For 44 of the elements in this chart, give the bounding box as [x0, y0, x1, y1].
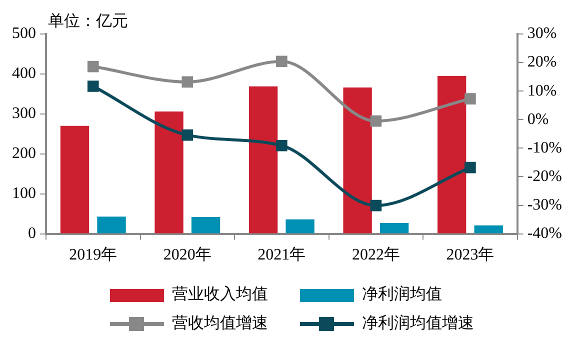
legend-label: 净利润均值 [362, 284, 442, 305]
x-tick-label: 2022年 [352, 246, 400, 264]
y-tick-label: 0 [28, 225, 36, 242]
bar [380, 223, 409, 234]
point [182, 76, 194, 88]
bar [474, 225, 503, 234]
y2-tick-label: -40% [527, 225, 562, 242]
x-tick-label: 2019年 [69, 246, 118, 264]
bar [286, 219, 314, 234]
point [87, 60, 99, 72]
y2-tick-label: 20% [527, 54, 557, 71]
point [87, 80, 99, 92]
y2-tick-label: -30% [527, 196, 562, 214]
point [370, 115, 382, 127]
y-tick-label: 400 [12, 65, 36, 82]
bar [154, 112, 184, 234]
point [464, 93, 476, 104]
point [182, 129, 194, 141]
y2-tick-label: -10% [527, 139, 562, 156]
point [464, 162, 476, 174]
y-axis-title: 单位：亿元 [48, 11, 128, 30]
point [276, 56, 288, 68]
x-tick-label: 2020年 [163, 246, 212, 264]
bar [60, 126, 90, 234]
bar [248, 86, 278, 234]
legend-label: 营业收入均值 [172, 284, 268, 305]
legend-label: 净利润均值增速 [362, 313, 474, 334]
y-tick-label: 100 [12, 185, 36, 202]
x-tick-label: 2023年 [446, 246, 494, 264]
bar [191, 217, 220, 234]
bar [437, 76, 466, 234]
y2-tick-label: 10% [527, 82, 557, 100]
y2-tick-label: 0% [527, 110, 549, 128]
y2-tick-label: -20% [527, 168, 562, 185]
y-tick-label: 200 [12, 145, 36, 162]
bar [343, 88, 372, 234]
point [370, 200, 382, 212]
point [276, 140, 288, 152]
y2-tick-label: 30% [527, 25, 557, 42]
y-tick-label: 300 [12, 105, 36, 122]
bar [97, 216, 126, 234]
legend-label: 营收均值增速 [172, 313, 268, 334]
x-tick-label: 2021年 [258, 246, 306, 264]
y-tick-label: 500 [12, 25, 36, 42]
